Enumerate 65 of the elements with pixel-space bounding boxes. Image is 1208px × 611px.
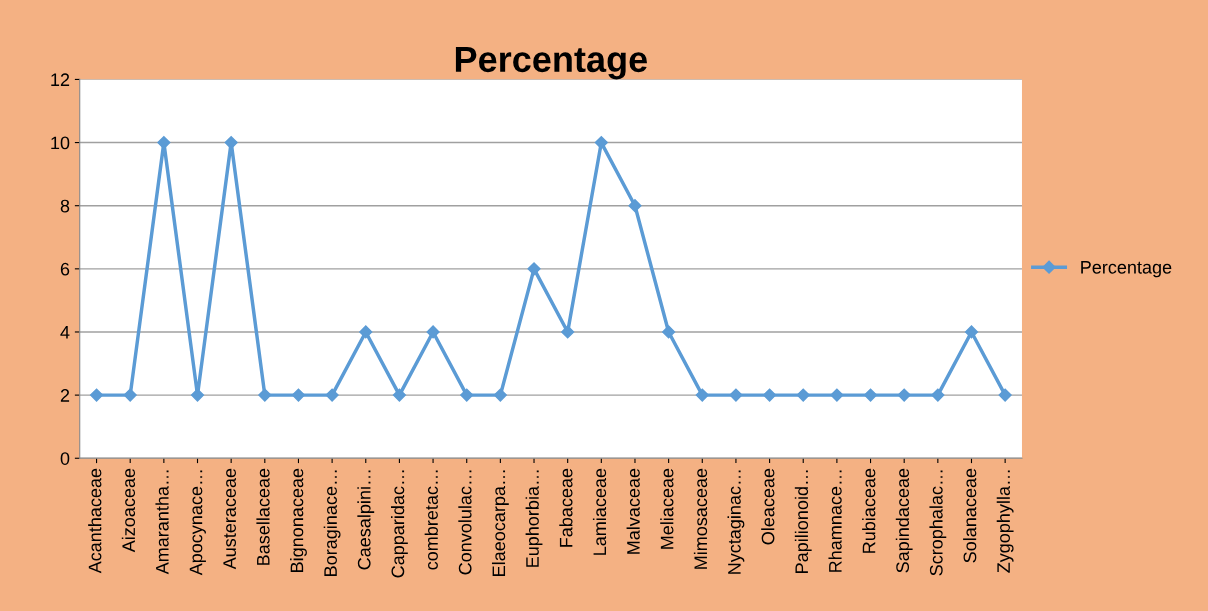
point xyxy=(662,325,676,339)
x-tick-label: Meliaceae xyxy=(660,468,674,549)
x-tick-label: Elaeocarpa… xyxy=(491,470,509,576)
point xyxy=(460,388,474,402)
point xyxy=(359,325,373,339)
x-tick-label: Malvaceae xyxy=(626,468,640,554)
x-tick-label: Sapindaceae xyxy=(895,468,913,573)
x-tick-label: Capparidac… xyxy=(391,470,408,578)
x-tick-label: Scrophalac… xyxy=(929,470,947,576)
point xyxy=(157,135,171,150)
point xyxy=(830,388,844,402)
x-tick-label: Rhamnace… xyxy=(828,470,842,572)
legend-label: Percentage xyxy=(1081,261,1172,278)
point xyxy=(123,388,137,402)
y-tick-label: 6 xyxy=(60,262,70,276)
point xyxy=(392,388,407,402)
point xyxy=(863,388,878,402)
chart-title: Percentage xyxy=(455,46,647,80)
x-tick-label: Apocynace… xyxy=(189,470,206,576)
x-tick-label: Amarantha… xyxy=(155,470,169,575)
point xyxy=(258,388,272,402)
y-tick-label: 8 xyxy=(60,199,70,213)
point xyxy=(796,388,810,402)
point xyxy=(964,325,979,339)
x-tick-label: Aizoaceae xyxy=(121,468,136,553)
point xyxy=(325,388,339,402)
x-tick-label: Fabaceae xyxy=(559,468,573,547)
point xyxy=(762,388,777,402)
point xyxy=(426,325,440,339)
point xyxy=(291,388,306,402)
point xyxy=(729,388,743,402)
x-tick-label: Lamiaceae xyxy=(592,468,607,555)
point xyxy=(190,388,205,402)
point xyxy=(695,388,709,402)
y-tick-label: 2 xyxy=(60,389,70,402)
x-tick-label: Bignonaceae xyxy=(290,468,307,572)
point xyxy=(594,135,608,150)
point xyxy=(527,262,541,276)
x-tick-label: Mimosaceae xyxy=(693,468,708,569)
point xyxy=(89,388,104,402)
x-tick-label: Papilionoid… xyxy=(794,470,812,573)
point xyxy=(561,325,575,339)
x-tick-label: Solanaceae xyxy=(963,468,977,563)
x-tick-label: Convolulac… xyxy=(458,470,472,575)
point xyxy=(931,388,945,402)
y-tick-label: 12 xyxy=(51,73,70,86)
point xyxy=(998,388,1012,402)
x-tick-label: Euphorbia… xyxy=(525,470,543,567)
x-tick-label: Rubiaceae xyxy=(862,468,876,553)
point xyxy=(628,199,642,213)
x-tick-label: Basellaceae xyxy=(256,468,270,565)
y-tick-label: 10 xyxy=(51,136,70,150)
x-tick-label: Oleaceae xyxy=(761,468,775,545)
x-tick-label: Nyctaginac… xyxy=(727,470,745,574)
point xyxy=(897,388,911,402)
y-tick-label: 0 xyxy=(60,452,70,465)
x-tick-label: Boraginace… xyxy=(323,470,341,576)
x-tick-label: Acanthaceae xyxy=(88,468,102,574)
point xyxy=(493,388,507,402)
x-tick-label: combretac… xyxy=(424,470,438,570)
point xyxy=(224,135,238,150)
x-tick-label: Zygophylla… xyxy=(996,470,1014,573)
x-tick-label: Austeraceae xyxy=(223,468,237,570)
x-tick-label: Caesalpini… xyxy=(357,470,375,570)
y-tick-label: 4 xyxy=(60,326,70,339)
